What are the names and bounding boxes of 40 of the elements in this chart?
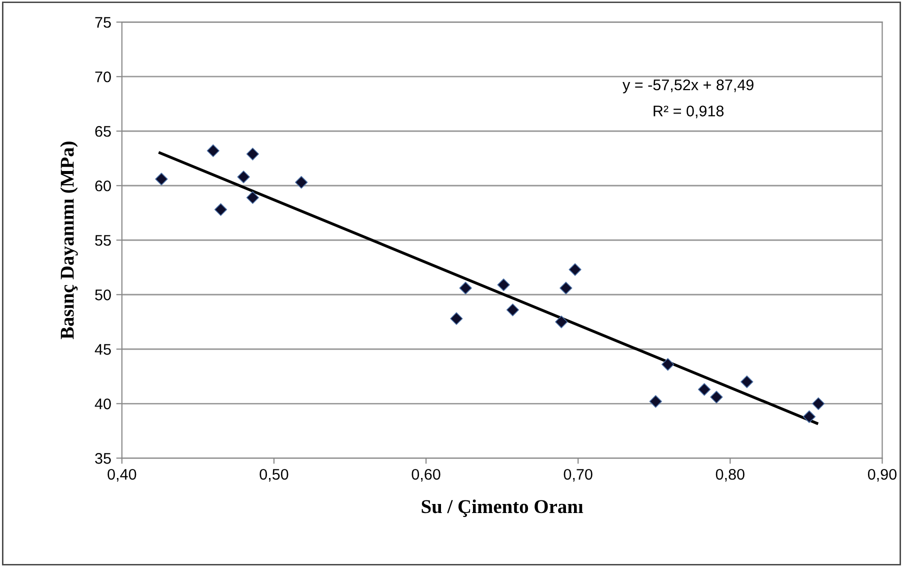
annotation: R² = 0,918 (654, 106, 724, 118)
point (497, 278, 510, 292)
y-tick-label: 55 (95, 235, 111, 246)
x-tick-label: 0,90 (868, 468, 896, 482)
y-tick-label: 35 (95, 453, 111, 464)
point (450, 312, 463, 325)
point (802, 410, 816, 424)
point (812, 397, 825, 410)
point (568, 263, 582, 276)
y-axis-title: Basınç Dayanımı (MPa) (60, 142, 78, 340)
y-tick-label: 45 (94, 344, 111, 355)
point (214, 203, 228, 216)
point (246, 148, 259, 160)
y-tick-label: 70 (95, 71, 111, 82)
point (459, 282, 472, 294)
point (740, 376, 754, 388)
point (649, 395, 662, 408)
x-tick-label: 0,80 (716, 468, 744, 482)
y-tick-label: 50 (95, 289, 111, 300)
point (710, 390, 723, 404)
point (698, 383, 711, 396)
point (206, 144, 220, 158)
y-tick-label: 60 (95, 180, 111, 192)
y-tick-label: 75 (95, 17, 111, 28)
point (237, 170, 250, 184)
point (155, 172, 168, 186)
y-tick-label: 40 (94, 398, 111, 410)
point (246, 191, 259, 204)
x-tick-label: 0,40 (108, 468, 136, 482)
y-tick-label: 65 (95, 126, 111, 137)
point (295, 176, 308, 189)
x-axis-title: Su / Çimento Oranı (422, 499, 584, 517)
x-tick-label: 0,70 (564, 468, 592, 482)
x-tick-label: 0,60 (412, 468, 440, 482)
point (506, 304, 520, 316)
annotation: y = -57,52x + 87,49 (622, 79, 754, 94)
x-tick-label: 0,50 (260, 468, 288, 482)
point (555, 316, 568, 328)
point (560, 282, 572, 294)
point (662, 358, 674, 371)
